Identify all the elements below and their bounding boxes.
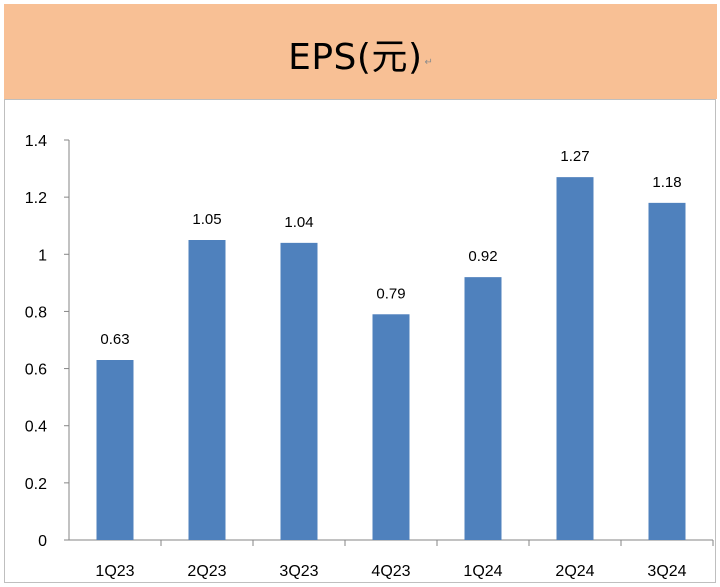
y-tick-label: 1.2: [25, 190, 47, 207]
x-tick-label: 2Q23: [187, 563, 226, 580]
data-label-3Q24: 1.18: [652, 174, 681, 191]
y-tick-label: 1: [38, 247, 47, 264]
bars: [96, 177, 686, 540]
data-label-2Q23: 1.05: [192, 211, 221, 228]
bar-4Q23: [372, 314, 410, 540]
y-ticks: 0 0.2 0.4 0.6 0.8 1 1.2 1.4: [25, 133, 69, 550]
data-label-2Q24: 1.27: [560, 148, 589, 165]
x-tick-label: 1Q24: [463, 563, 502, 580]
paragraph-mark-icon: ↵: [424, 57, 433, 68]
bar-3Q24: [648, 202, 686, 540]
x-tick-label: 3Q23: [279, 563, 318, 580]
y-tick-label: 0.2: [25, 476, 47, 493]
chart-title: EPS(元): [288, 36, 423, 78]
bar-1Q23: [96, 360, 134, 540]
chart-title-bar: EPS(元) ↵: [4, 4, 717, 99]
x-tick-label: 1Q23: [95, 563, 134, 580]
data-label-1Q24: 0.92: [468, 248, 497, 265]
chart-frame: [4, 99, 716, 583]
y-tick-label: 0.4: [25, 419, 47, 436]
bar-2Q24: [556, 177, 594, 540]
x-ticks: 1Q23 2Q23 3Q23 4Q23 1Q24 2Q24 3Q24: [95, 540, 714, 580]
data-label-3Q23: 1.04: [284, 214, 313, 231]
data-label-4Q23: 0.79: [376, 285, 405, 302]
data-label-1Q23: 0.63: [100, 331, 129, 348]
y-tick-label: 1.4: [25, 133, 47, 150]
x-tick-label: 3Q24: [647, 563, 686, 580]
y-tick-label: 0.8: [25, 304, 47, 321]
value-labels: 0.63 1.05 1.04 0.79 0.92 1.27 1.18: [100, 148, 681, 348]
y-tick-label: 0: [38, 533, 47, 550]
bar-3Q23: [280, 242, 318, 540]
x-tick-label: 2Q24: [555, 563, 594, 580]
y-tick-label: 0.6: [25, 362, 47, 379]
bar-1Q24: [464, 277, 502, 540]
x-tick-label: 4Q23: [371, 563, 410, 580]
bar-2Q23: [188, 240, 226, 540]
